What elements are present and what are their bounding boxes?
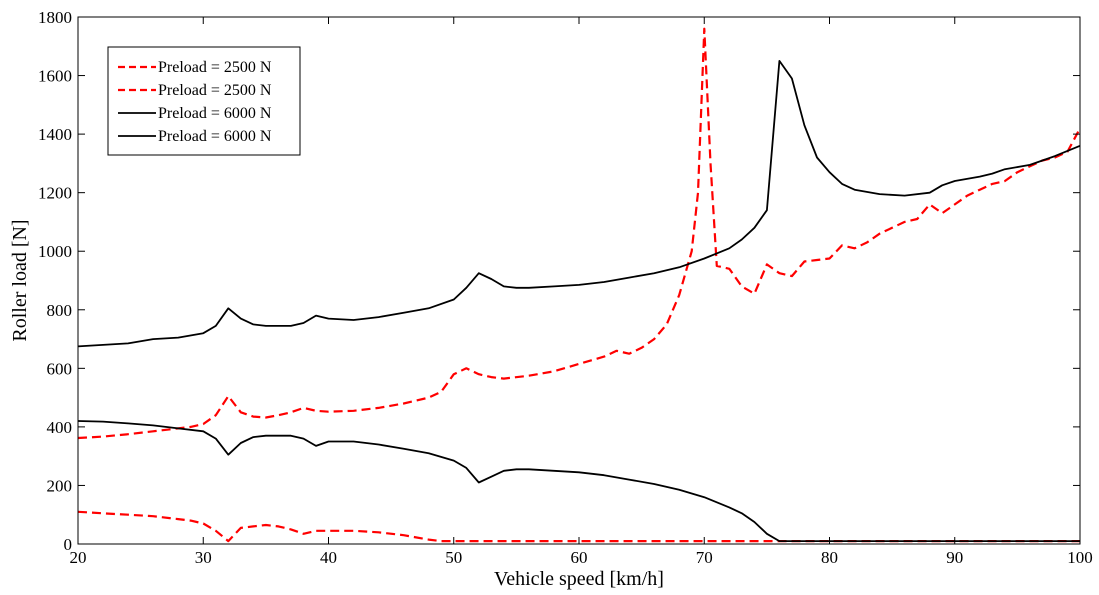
y-tick-label: 800 — [47, 301, 73, 320]
legend: Preload = 2500 N Preload = 2500 N Preload … — [107, 46, 301, 156]
legend-label: Preload = 6000 N — [158, 128, 272, 145]
y-tick-label: 0 — [64, 535, 73, 554]
axis-tick-labels: 20 30 40 50 60 70 80 90 100020040060080010001200… — [38, 8, 1093, 567]
plot-lines — [77, 27, 1081, 543]
y-tick-label: 400 — [47, 418, 73, 437]
y-tick-label: 600 — [47, 359, 73, 378]
y-tick-label: 1000 — [38, 242, 72, 261]
x-tick-label: 70 — [696, 548, 713, 567]
y-tick-label: 1200 — [38, 184, 72, 203]
x-tick-label: 60 — [571, 548, 588, 567]
series-line-4 — [77, 420, 1080, 542]
y-tick-label: 1400 — [38, 125, 72, 144]
x-axis-label: Vehicle speed [km/h] — [494, 568, 664, 590]
legend-label: Preload = 2500 N — [158, 82, 272, 99]
y-tick-label: 200 — [47, 476, 73, 495]
axis-ticks — [77, 16, 1081, 545]
x-tick-label: 90 — [946, 548, 963, 567]
x-tick-label: 40 — [320, 548, 337, 567]
series-line-3 — [77, 60, 1081, 348]
legend-label: Preload = 6000 N — [158, 105, 272, 122]
y-tick-label: 1600 — [38, 67, 72, 86]
y-axis-label: Roller load [N] — [9, 219, 31, 341]
legend-box — [107, 46, 301, 156]
series-line-2 — [77, 510, 1080, 543]
x-tick-label: 20 — [70, 548, 87, 567]
x-tick-label: 80 — [821, 548, 838, 567]
x-tick-label: 50 — [445, 548, 462, 567]
series-line-1 — [77, 27, 1081, 440]
y-tick-label: 1800 — [38, 8, 72, 27]
legend-label: Preload = 2500 N — [158, 59, 272, 76]
x-tick-label: 30 — [195, 548, 212, 567]
x-tick-label: 100 — [1067, 548, 1093, 567]
